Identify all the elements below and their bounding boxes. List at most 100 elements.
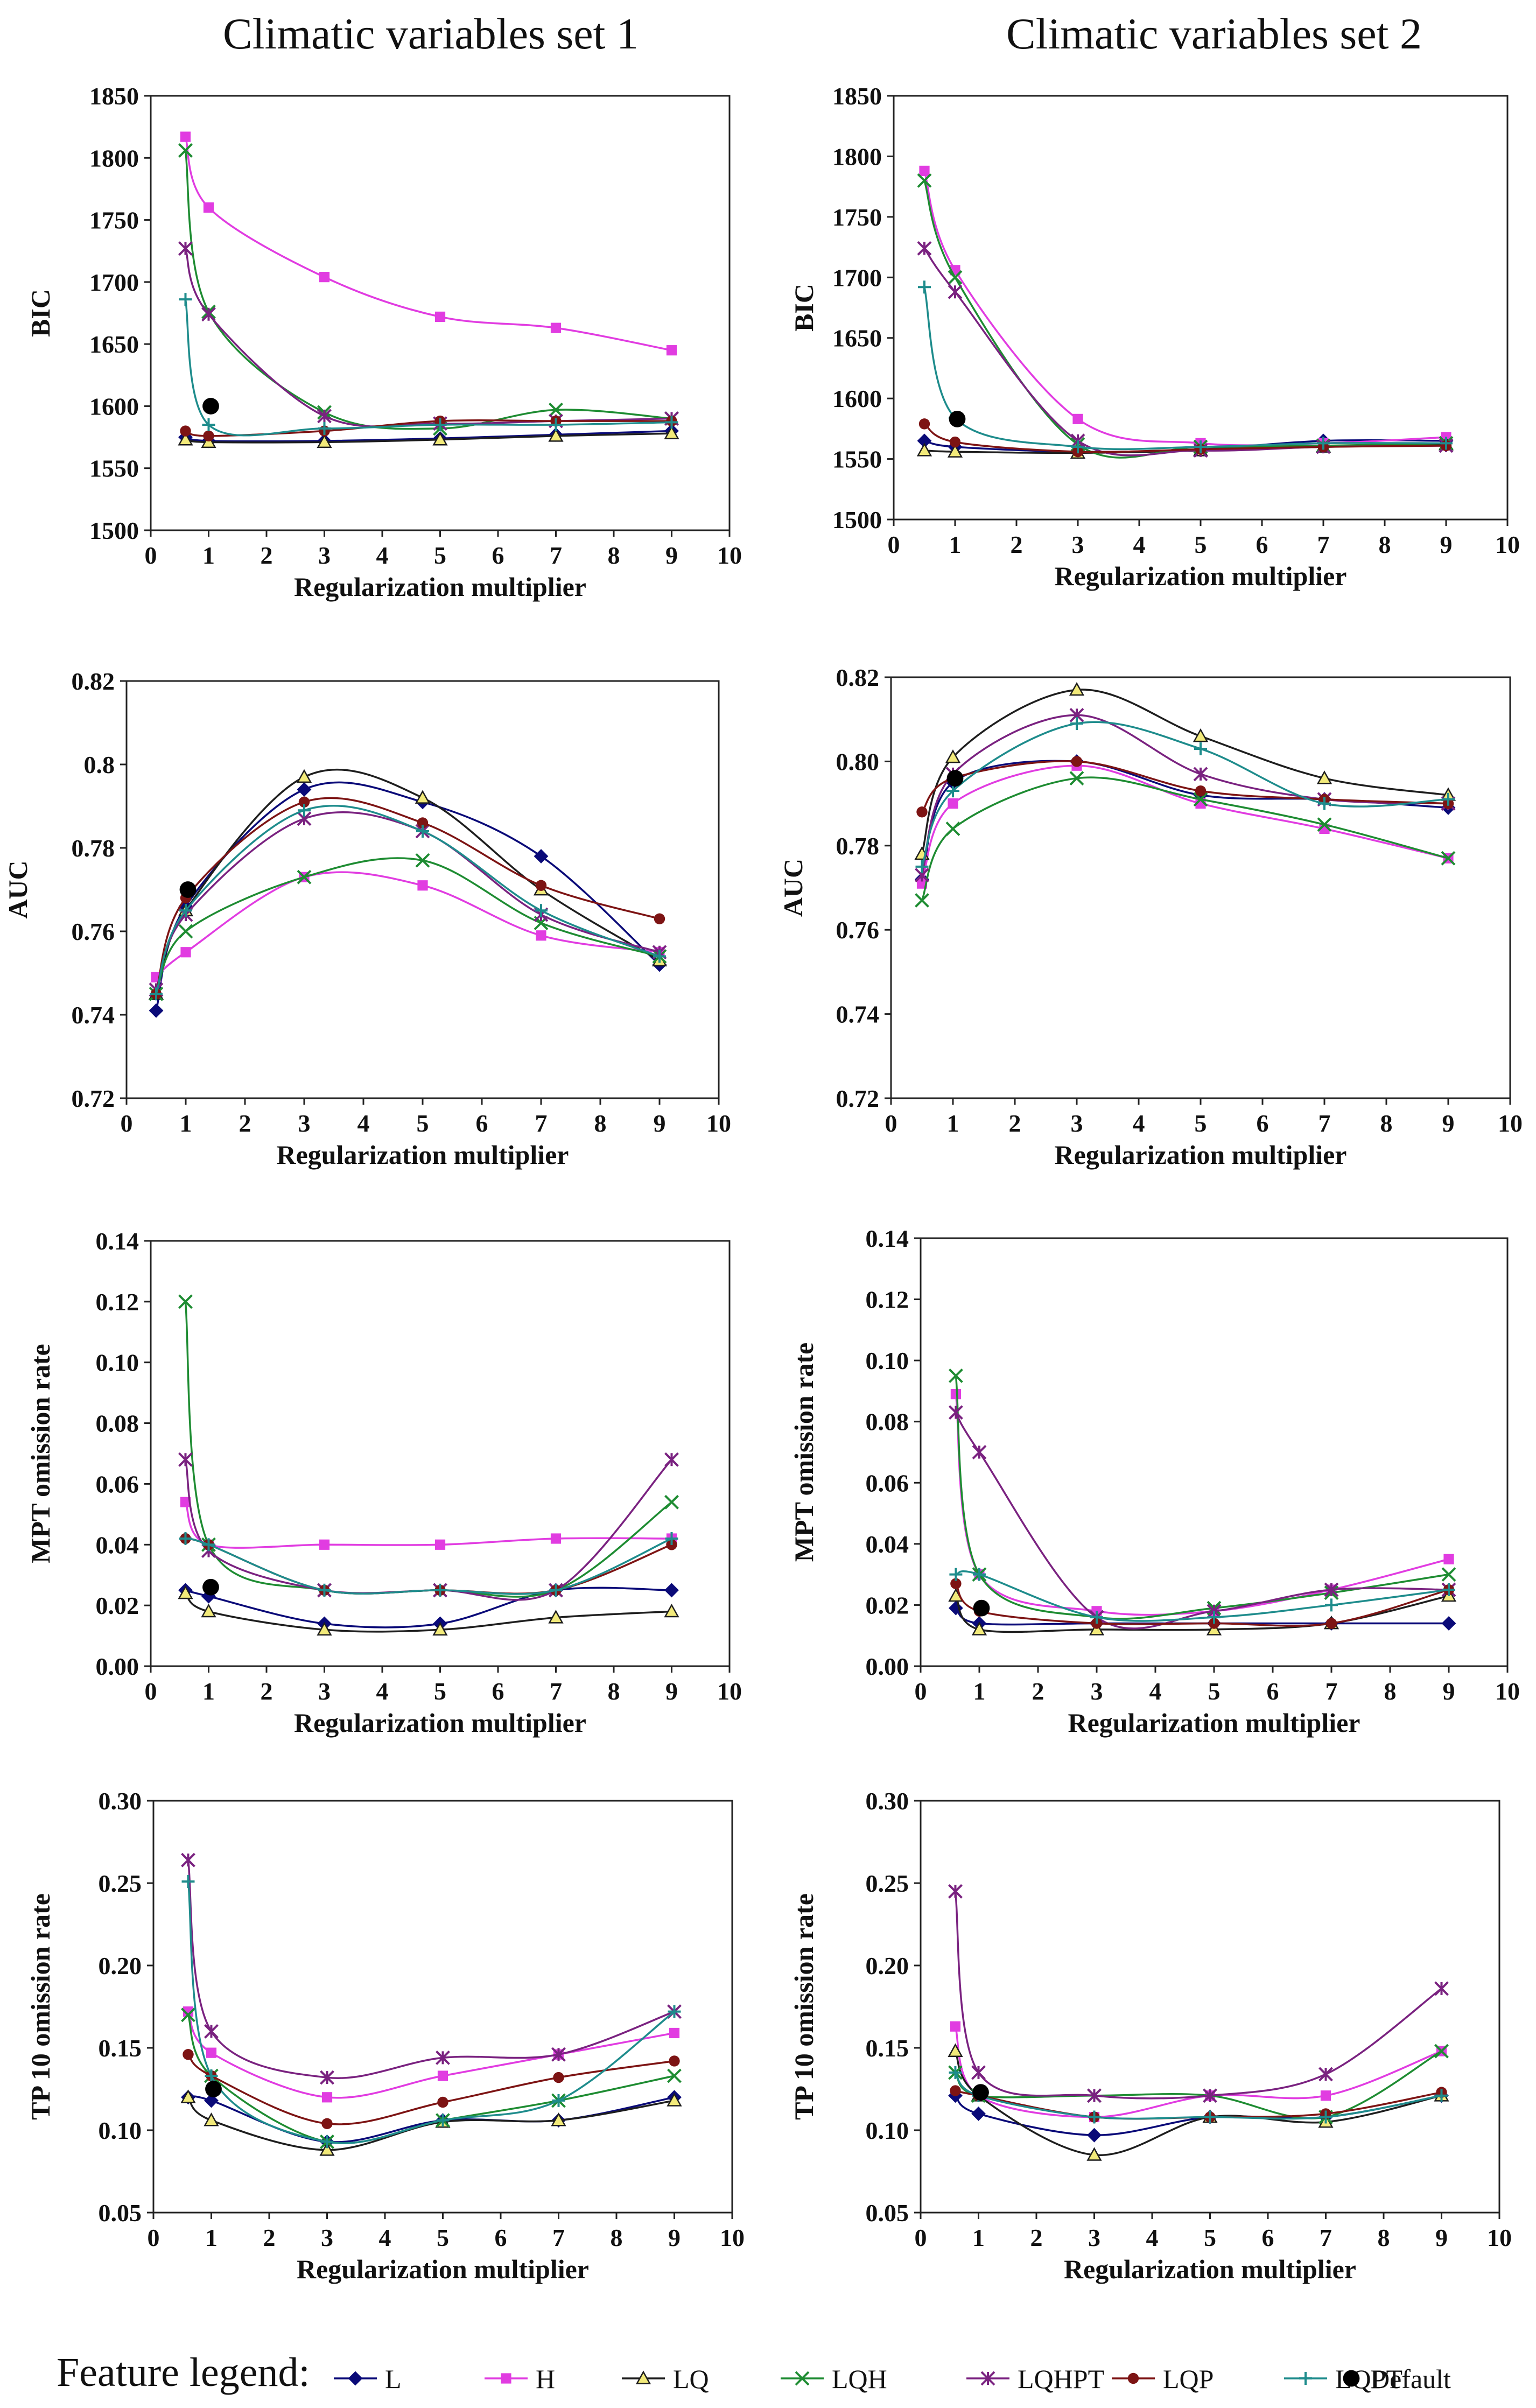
y-tick-label: 0.10 [866,1347,909,1374]
series-LQP [150,796,665,1000]
data-point [945,749,961,763]
x-tick-label: 0 [915,2224,927,2251]
x-tick-label: 9 [668,2224,681,2251]
x-tick-label: 9 [654,1110,666,1137]
data-point [1325,1618,1337,1629]
chart-bic-set1: 0 1 2 3 4 5 6 7 8 9 10 1500 1550 1600 1650 1700 1750 1800… [25,82,742,602]
x-tick-label: 3 [318,542,331,569]
x-tick-label: 7 [550,542,562,569]
data-point [949,436,961,448]
x-tick-label: 10 [1498,1110,1523,1137]
legend-item-LQP: LQP [1112,2364,1214,2394]
series-line [955,1375,1449,1620]
data-point [948,1368,963,1383]
y-tick-label: 1600 [89,392,139,420]
data-point [319,272,330,283]
data-point [298,804,311,817]
x-tick-label: 0 [915,1677,927,1705]
x-axis-title: Regularization multiplier [1064,2254,1356,2284]
y-tick-label: 1800 [832,143,882,170]
y-tick-label: 1550 [832,446,882,473]
data-point [664,1583,679,1598]
data-point [1434,2044,1449,2059]
data-point [1070,717,1083,731]
data-point [654,913,665,924]
data-point [203,202,214,213]
series-line [184,299,672,437]
data-point [548,1610,564,1624]
y-axis-title: BIC [25,289,55,337]
data-point [1434,1981,1449,1996]
legend-marker [1127,2372,1139,2384]
data-point [1193,792,1208,807]
data-point [432,1621,448,1636]
legend-marker [1343,2370,1360,2387]
legend-item-Default: Default [1343,2364,1451,2394]
legend-label: Default [1370,2364,1451,2394]
x-tick-label: 10 [706,1110,731,1137]
data-point [1090,1611,1103,1624]
data-point [918,280,931,294]
series-line [185,1538,672,1595]
data-point [183,2049,194,2060]
legend-label: LQ [673,2364,709,2394]
legend-item-LQ: LQ [622,2364,709,2394]
series-H [180,131,677,356]
data-point [297,782,312,797]
data-point [417,880,428,891]
y-tick-label: 0.08 [866,1408,909,1436]
data-point [178,143,193,158]
y-tick-label: 1500 [89,517,139,544]
data-point [178,241,193,256]
x-tick-label: 5 [434,542,446,569]
data-point [436,2114,450,2127]
y-tick-label: 0.78 [72,834,115,862]
data-point [669,2055,680,2067]
x-tick-label: 3 [1088,2224,1100,2251]
data-point [551,2047,566,2062]
y-tick-label: 0.30 [99,1787,142,1815]
data-point [1194,440,1207,454]
x-tick-label: 1 [972,2224,985,2251]
legend-title: Feature legend: [57,2350,310,2395]
data-point [319,2142,335,2156]
x-tick-label: 5 [1204,2224,1216,2251]
chart-tp10-set2: 0 1 2 3 4 5 6 7 8 9 10 0.05 0.10 0.15 0.20 0.25 0.30 Regu… [789,1787,1512,2284]
data-point [181,1852,195,1868]
x-tick-label: 2 [1009,1110,1021,1137]
series-line [187,1881,675,2144]
data-point [1087,2088,1102,2103]
data-point [201,434,216,448]
data-point [178,1452,193,1467]
x-tick-label: 7 [535,1110,548,1137]
x-tick-label: 1 [973,1677,986,1705]
data-point [416,825,429,838]
default-point [972,2084,989,2101]
y-tick-label: 1600 [832,385,882,412]
x-tick-label: 2 [263,2224,276,2251]
x-tick-label: 7 [1320,2224,1332,2251]
x-tick-label: 7 [1317,531,1330,558]
data-point [1088,2110,1101,2124]
x-tick-label: 7 [550,1677,562,1705]
y-tick-label: 1550 [89,455,139,482]
y-tick-label: 0.76 [72,918,115,945]
data-point [915,893,929,908]
data-point [202,1538,215,1551]
x-tick-label: 2 [261,1677,273,1705]
data-point [317,434,332,448]
series-line [185,1586,672,1628]
data-point [950,1389,961,1400]
x-tick-label: 10 [1495,1677,1520,1705]
data-point [1087,2128,1102,2143]
legend-label: L [385,2364,402,2394]
default-point [205,2081,222,2097]
data-point [1440,437,1453,450]
y-tick-label: 0.10 [99,2117,142,2144]
legend-label: H [536,2364,555,2394]
y-tick-label: 0.05 [866,2199,909,2227]
data-point [204,2112,219,2126]
y-tick-label: 1750 [832,203,882,231]
x-tick-label: 5 [437,2224,449,2251]
data-point [1069,771,1084,786]
